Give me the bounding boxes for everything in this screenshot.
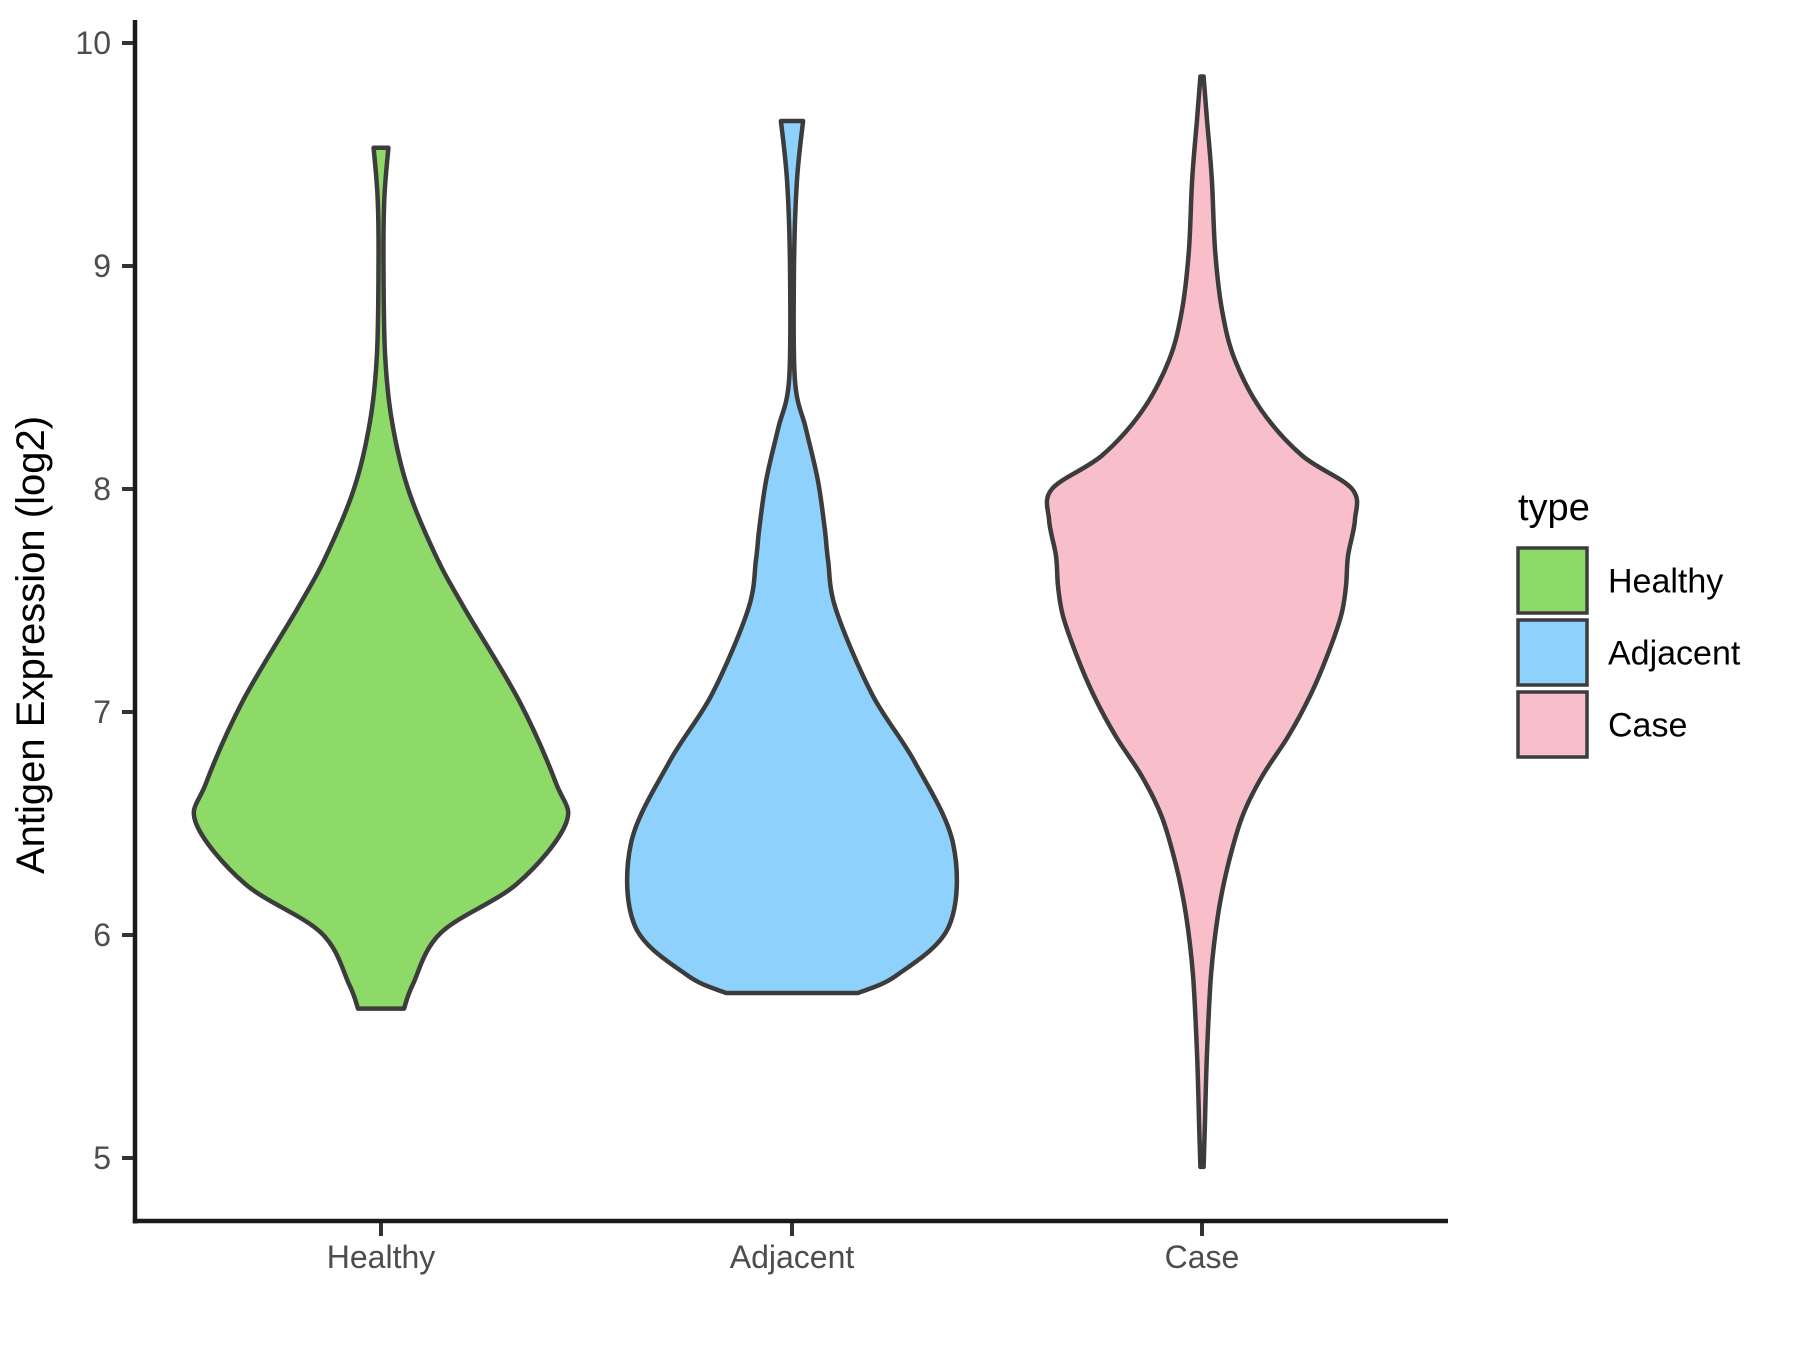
x-tick-label-case: Case (1165, 1239, 1240, 1275)
legend-entries: Healthy Adjacent Case (1516, 546, 1741, 759)
x-axis-ticks: Healthy Adjacent Case (327, 1223, 1240, 1275)
legend-label-healthy: Healthy (1608, 563, 1723, 601)
legend-entry-healthy: Healthy (1516, 546, 1723, 615)
y-tick-label: 7 (93, 694, 111, 730)
legend-entry-adjacent: Adjacent (1516, 618, 1741, 687)
violin-case (1044, 74, 1360, 1170)
y-axis-ticks: 10 9 8 7 6 5 (75, 25, 133, 1176)
y-tick-label: 6 (93, 917, 111, 953)
legend: type Healthy Adjacent Case (1516, 487, 1741, 759)
legend-label-adjacent: Adjacent (1608, 635, 1741, 673)
violins-group (191, 74, 1360, 1170)
legend-entry-case: Case (1516, 690, 1687, 759)
y-tick-label: 9 (93, 248, 111, 284)
violin-adjacent (624, 118, 960, 996)
legend-swatch-healthy (1516, 546, 1589, 615)
y-axis-title: Antigen Expression (log2) (9, 416, 53, 874)
x-tick-label-adjacent: Adjacent (730, 1239, 855, 1275)
y-tick-label: 10 (75, 25, 111, 61)
violin-healthy (191, 145, 571, 1011)
y-tick-label: 5 (93, 1140, 111, 1176)
legend-title: type (1518, 487, 1590, 529)
legend-swatch-adjacent (1516, 618, 1589, 687)
legend-swatch-case (1516, 690, 1589, 759)
legend-label-case: Case (1608, 707, 1687, 745)
y-tick-label: 8 (93, 471, 111, 507)
x-tick-label-healthy: Healthy (327, 1239, 436, 1275)
